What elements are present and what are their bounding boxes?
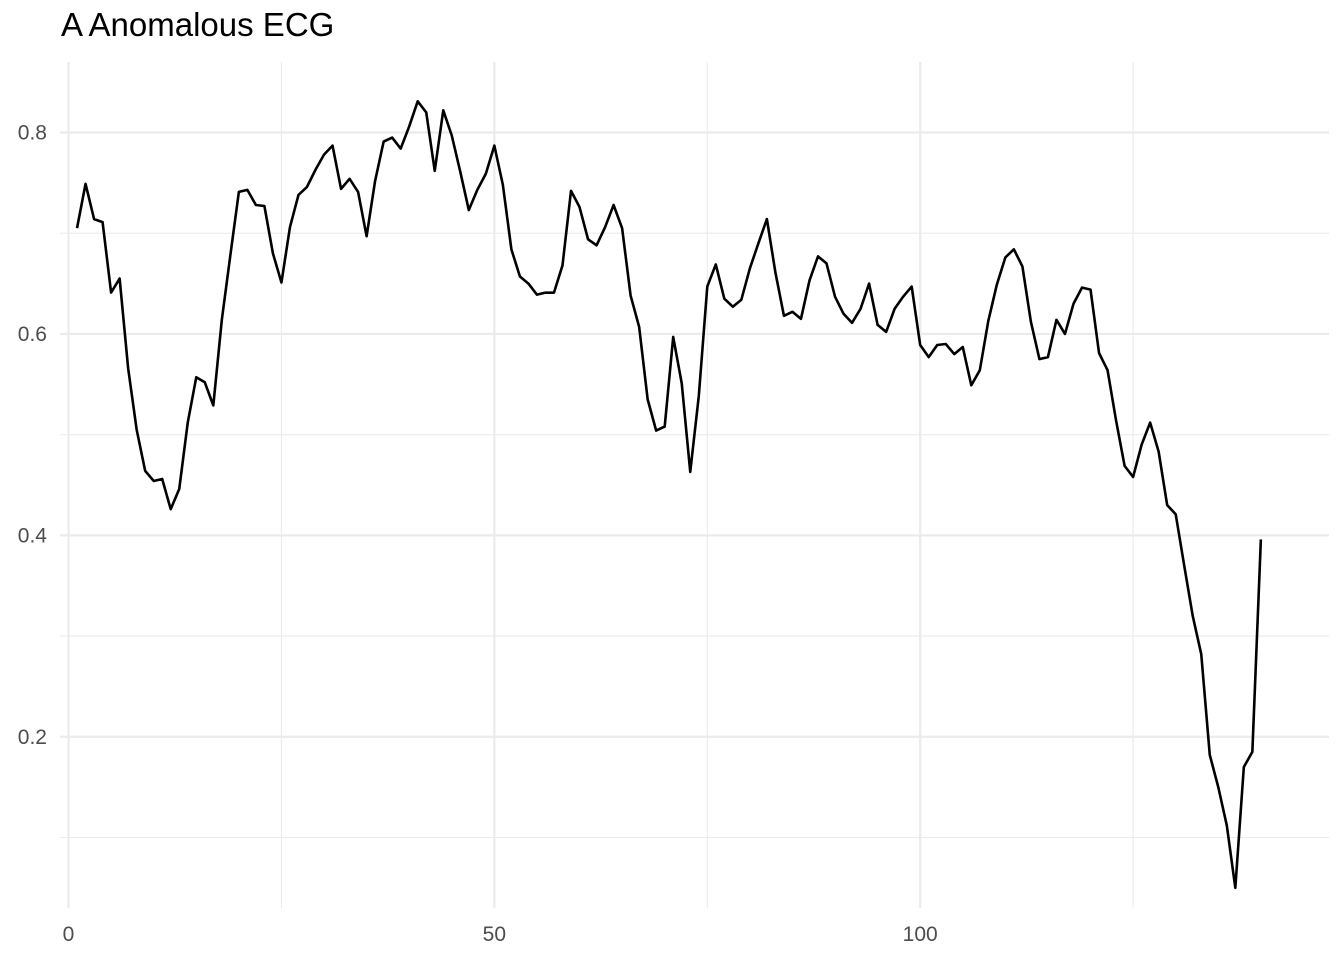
x-tick-label-1: 50 (483, 923, 506, 946)
y-tick-label-2: 0.6 (18, 323, 47, 346)
minor-gridlines (60, 62, 1329, 908)
y-tick-label-1: 0.4 (18, 524, 48, 547)
series-group (75, 99, 1263, 890)
x-axis-tick-labels: 0 50 100 (63, 923, 938, 946)
series-line-0 (75, 99, 1263, 890)
y-axis-tick-labels: 0.2 0.4 0.6 0.8 (18, 122, 48, 749)
major-gridlines (60, 62, 1329, 908)
x-tick-label-2: 100 (903, 923, 938, 946)
y-tick-label-0: 0.2 (18, 726, 47, 749)
x-tick-label-0: 0 (63, 923, 75, 946)
y-tick-label-3: 0.8 (18, 122, 47, 145)
chart-title: A Anomalous ECG (61, 6, 335, 43)
